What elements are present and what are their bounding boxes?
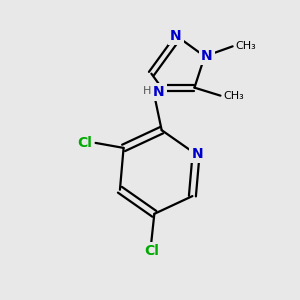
Text: Cl: Cl [144, 244, 159, 258]
Text: CH₃: CH₃ [224, 91, 244, 101]
Text: N: N [153, 85, 164, 99]
Text: H: H [142, 86, 151, 96]
Text: N: N [191, 147, 203, 161]
Text: N: N [170, 29, 182, 43]
Text: Cl: Cl [77, 136, 92, 150]
Text: CH₃: CH₃ [236, 41, 256, 51]
Text: N: N [201, 49, 212, 63]
